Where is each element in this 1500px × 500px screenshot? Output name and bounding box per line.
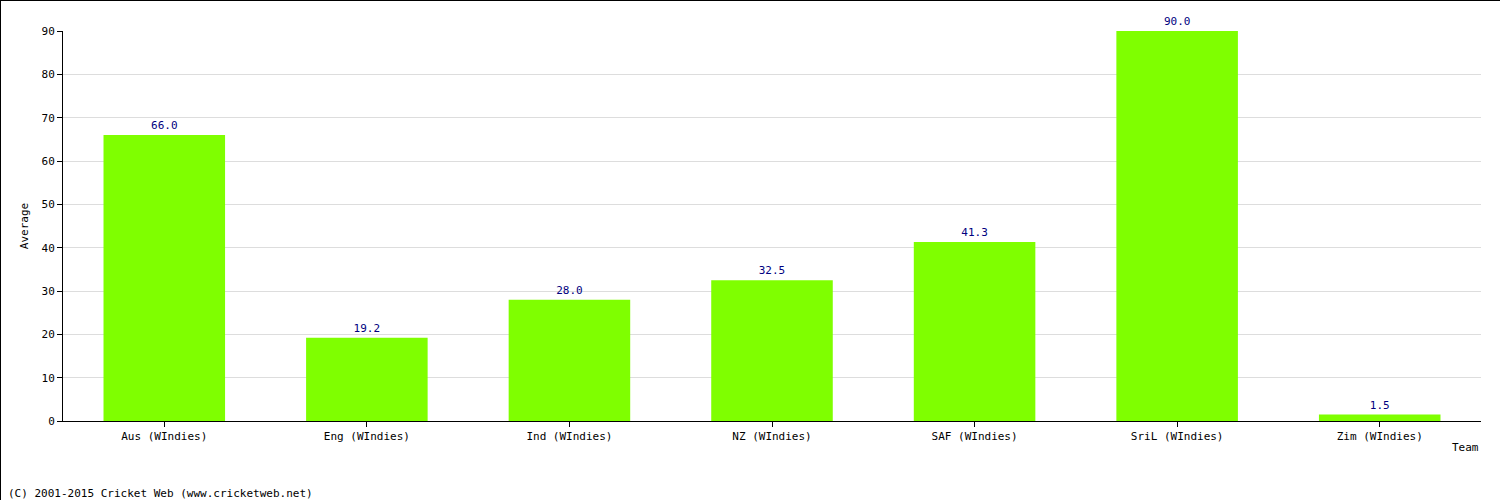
svg-text:60: 60 xyxy=(42,155,55,168)
svg-text:40: 40 xyxy=(42,242,55,255)
svg-text:Average: Average xyxy=(18,203,31,249)
svg-text:Team: Team xyxy=(1452,441,1479,454)
svg-text:90: 90 xyxy=(42,25,55,38)
svg-text:90.0: 90.0 xyxy=(1164,15,1191,28)
svg-text:20: 20 xyxy=(42,328,55,341)
svg-text:Ind (WIndies): Ind (WIndies) xyxy=(526,430,612,443)
svg-text:28.0: 28.0 xyxy=(556,284,583,297)
svg-text:32.5: 32.5 xyxy=(759,264,786,277)
svg-text:50: 50 xyxy=(42,198,55,211)
svg-text:30: 30 xyxy=(42,285,55,298)
svg-text:70: 70 xyxy=(42,112,55,125)
svg-text:SAF (WIndies): SAF (WIndies) xyxy=(932,430,1018,443)
svg-text:80: 80 xyxy=(42,68,55,81)
svg-text:Eng (WIndies): Eng (WIndies) xyxy=(324,430,410,443)
svg-text:(C) 2001-2015 Cricket Web (www: (C) 2001-2015 Cricket Web (www.cricketwe… xyxy=(8,487,313,500)
svg-text:1.5: 1.5 xyxy=(1370,399,1390,412)
svg-text:41.3: 41.3 xyxy=(961,226,988,239)
svg-text:Aus (WIndies): Aus (WIndies) xyxy=(121,430,207,443)
svg-text:10: 10 xyxy=(42,372,55,385)
svg-text:66.0: 66.0 xyxy=(151,119,178,132)
svg-text:0: 0 xyxy=(48,415,55,428)
svg-text:SriL (WIndies): SriL (WIndies) xyxy=(1131,430,1224,443)
svg-text:Zim (WIndies): Zim (WIndies) xyxy=(1337,430,1423,443)
svg-text:NZ (WIndies): NZ (WIndies) xyxy=(732,430,811,443)
svg-text:19.2: 19.2 xyxy=(354,322,381,335)
